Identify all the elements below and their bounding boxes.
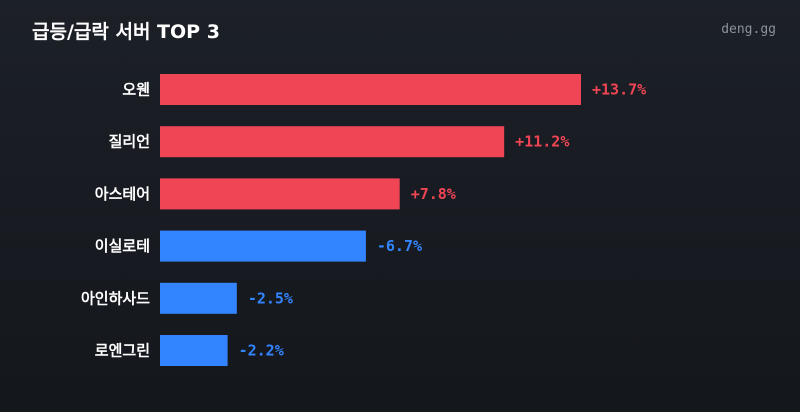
category-label: 로엔그린	[95, 342, 150, 360]
category-label: 오웬	[122, 81, 150, 99]
chart-title: 급등/급락 서버 TOP 3	[32, 21, 220, 43]
value-label: -2.5%	[248, 289, 293, 307]
category-label: 이실로테	[95, 237, 150, 255]
brand-watermark: deng.gg	[721, 22, 776, 37]
category-label: 아인하사드	[81, 289, 150, 307]
category-label: 질리언	[109, 133, 150, 151]
bar	[160, 282, 237, 314]
value-label: -2.2%	[239, 342, 284, 360]
bar	[160, 335, 228, 366]
category-label: 아스테어	[95, 185, 150, 203]
value-label: +11.2%	[515, 133, 569, 151]
bar	[160, 230, 366, 262]
bar	[160, 126, 505, 158]
bar	[160, 74, 581, 105]
value-label: +13.7%	[592, 81, 646, 99]
value-label: +7.8%	[411, 185, 456, 203]
value-label: -6.7%	[377, 237, 422, 255]
bar	[160, 178, 400, 210]
